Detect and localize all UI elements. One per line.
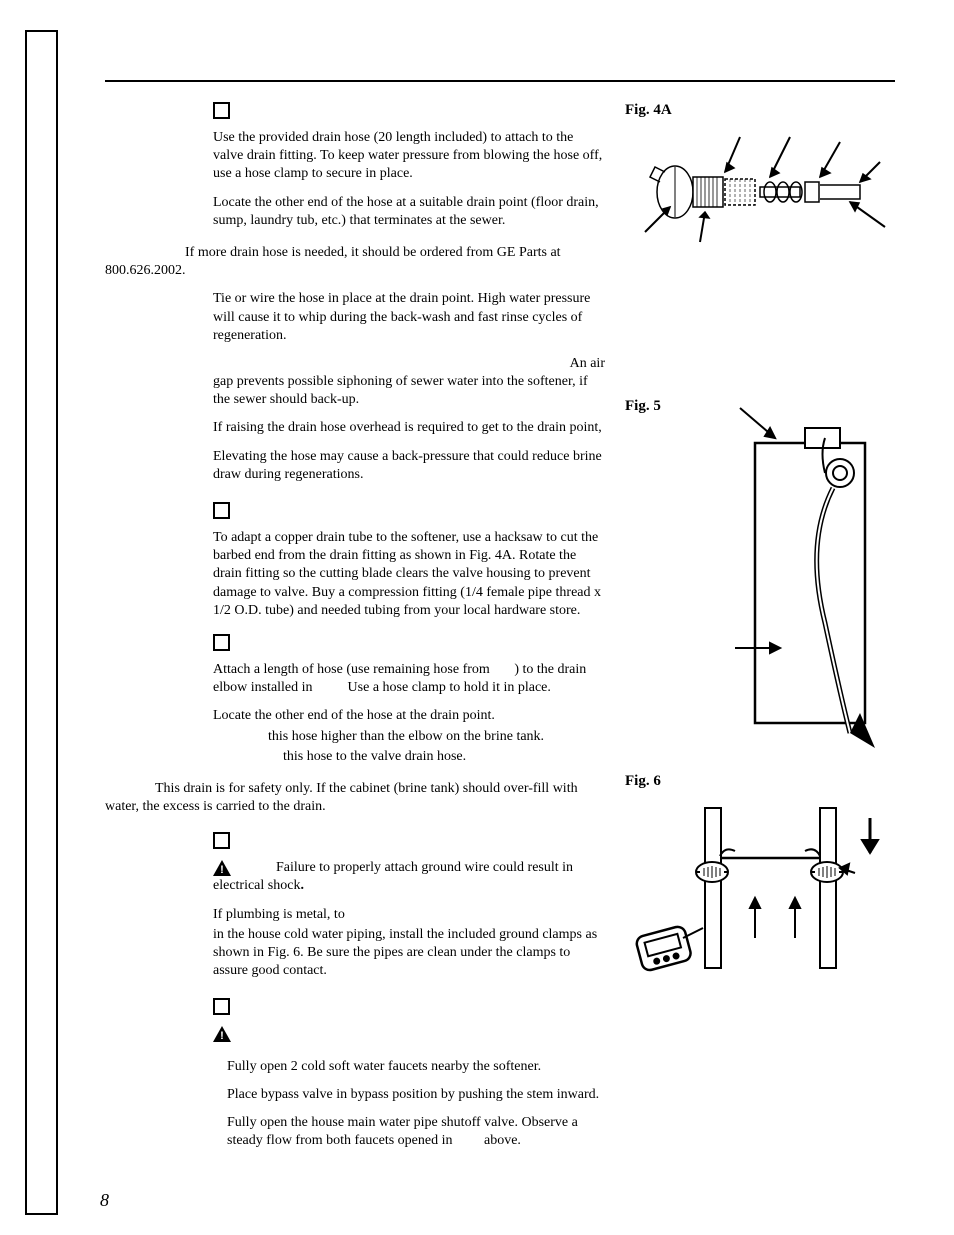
s8p1c: Use a hose clamp to hold it in place. (348, 680, 551, 695)
step6-p4: Tie or wire the hose in place at the dra… (213, 290, 605, 345)
step-6: Use the provided drain hose (20 length i… (213, 102, 605, 230)
step6-p1: Use the provided drain hose (20 length i… (213, 129, 605, 184)
step8-p1: Attach a length of hose (use remaining h… (213, 661, 605, 697)
content-area: Use the provided drain hose (20 length i… (105, 80, 895, 1164)
s10c: Fully open the house main water pipe shu… (227, 1115, 578, 1148)
step6-p2: Locate the other end of the hose at a su… (213, 194, 605, 230)
step9-p2: in the house cold water piping, install … (213, 926, 605, 981)
sidebar-box (25, 30, 58, 1215)
step8-p2b: this hose higher than the elbow on the b… (268, 728, 605, 746)
step6-p3-text: If more drain hose is needed, it should … (105, 245, 561, 278)
fig6-label: Fig. 6 (625, 773, 905, 790)
step9-warn: ! Failure to properly attach ground wire… (213, 859, 605, 895)
fig6-diagram (625, 798, 895, 998)
checkbox-icon (213, 502, 230, 519)
checkbox-icon (213, 832, 230, 849)
s8p2c: this hose to the valve drain hose. (283, 749, 466, 764)
step7-p1: To adapt a copper drain tube to the soft… (213, 529, 605, 620)
step8-p2: Locate the other end of the hose at the … (213, 707, 605, 725)
fig5-diagram (625, 403, 895, 753)
s8p2b: this hose higher than the elbow on the b… (268, 729, 544, 744)
step-9: ! Failure to properly attach ground wire… (213, 832, 605, 980)
step8-p3: This drain is for safety only. If the ca… (105, 780, 605, 816)
checkbox-icon (213, 102, 230, 119)
s9warn: Failure to properly attach ground wire c… (213, 860, 573, 893)
step-7: To adapt a copper drain tube to the soft… (213, 502, 605, 620)
figure-5: Fig. 5 (625, 397, 905, 753)
step6-p6: If raising the drain hose overhead is re… (213, 419, 605, 437)
step-10: ! Fully open 2 cold soft water faucets n… (213, 998, 605, 1150)
s8p3: This drain is for safety only. If the ca… (105, 781, 578, 814)
figure-4a: Fig. 4A (625, 102, 905, 297)
page-number: 8 (100, 1190, 109, 1211)
figures-column: Fig. 4A (625, 102, 905, 998)
step10-a: Fully open 2 cold soft water faucets nea… (227, 1058, 605, 1076)
main-column: Use the provided drain hose (20 length i… (105, 102, 605, 1164)
step6-p3: If more drain hose is needed, it should … (105, 244, 605, 280)
checkbox-icon (213, 998, 230, 1015)
s10c2: above. (484, 1133, 521, 1148)
warning-triangle-icon: ! (213, 1026, 231, 1042)
step10-c: Fully open the house main water pipe shu… (227, 1114, 605, 1150)
step6-p7: Elevating the hose may cause a back-pres… (213, 448, 605, 484)
fig5-label: Fig. 5 (625, 398, 661, 415)
step8-p2c: this hose to the valve drain hose. (283, 748, 605, 766)
step9-p1: If plumbing is metal, to (213, 906, 605, 924)
step6-p5r: An air (570, 355, 605, 373)
figure-6: Fig. 6 (625, 773, 905, 998)
step10-b: Place bypass valve in bypass position by… (227, 1086, 605, 1104)
step6-p5: An airgap prevents possible siphoning of… (213, 355, 605, 410)
checkbox-icon (213, 634, 230, 651)
page: Use the provided drain hose (20 length i… (0, 0, 954, 1235)
step10-warn: ! (213, 1025, 605, 1043)
fig4a-label: Fig. 4A (625, 102, 905, 119)
warning-triangle-icon: ! (213, 860, 231, 876)
svg-text:!: ! (220, 1030, 224, 1042)
s8p1a: Attach a length of hose (use remaining h… (213, 662, 493, 677)
svg-text:!: ! (220, 864, 224, 876)
fig4a-diagram (625, 127, 895, 297)
step6-p5rest: gap prevents possible siphoning of sewer… (213, 374, 588, 407)
step-8: Attach a length of hose (use remaining h… (213, 634, 605, 766)
